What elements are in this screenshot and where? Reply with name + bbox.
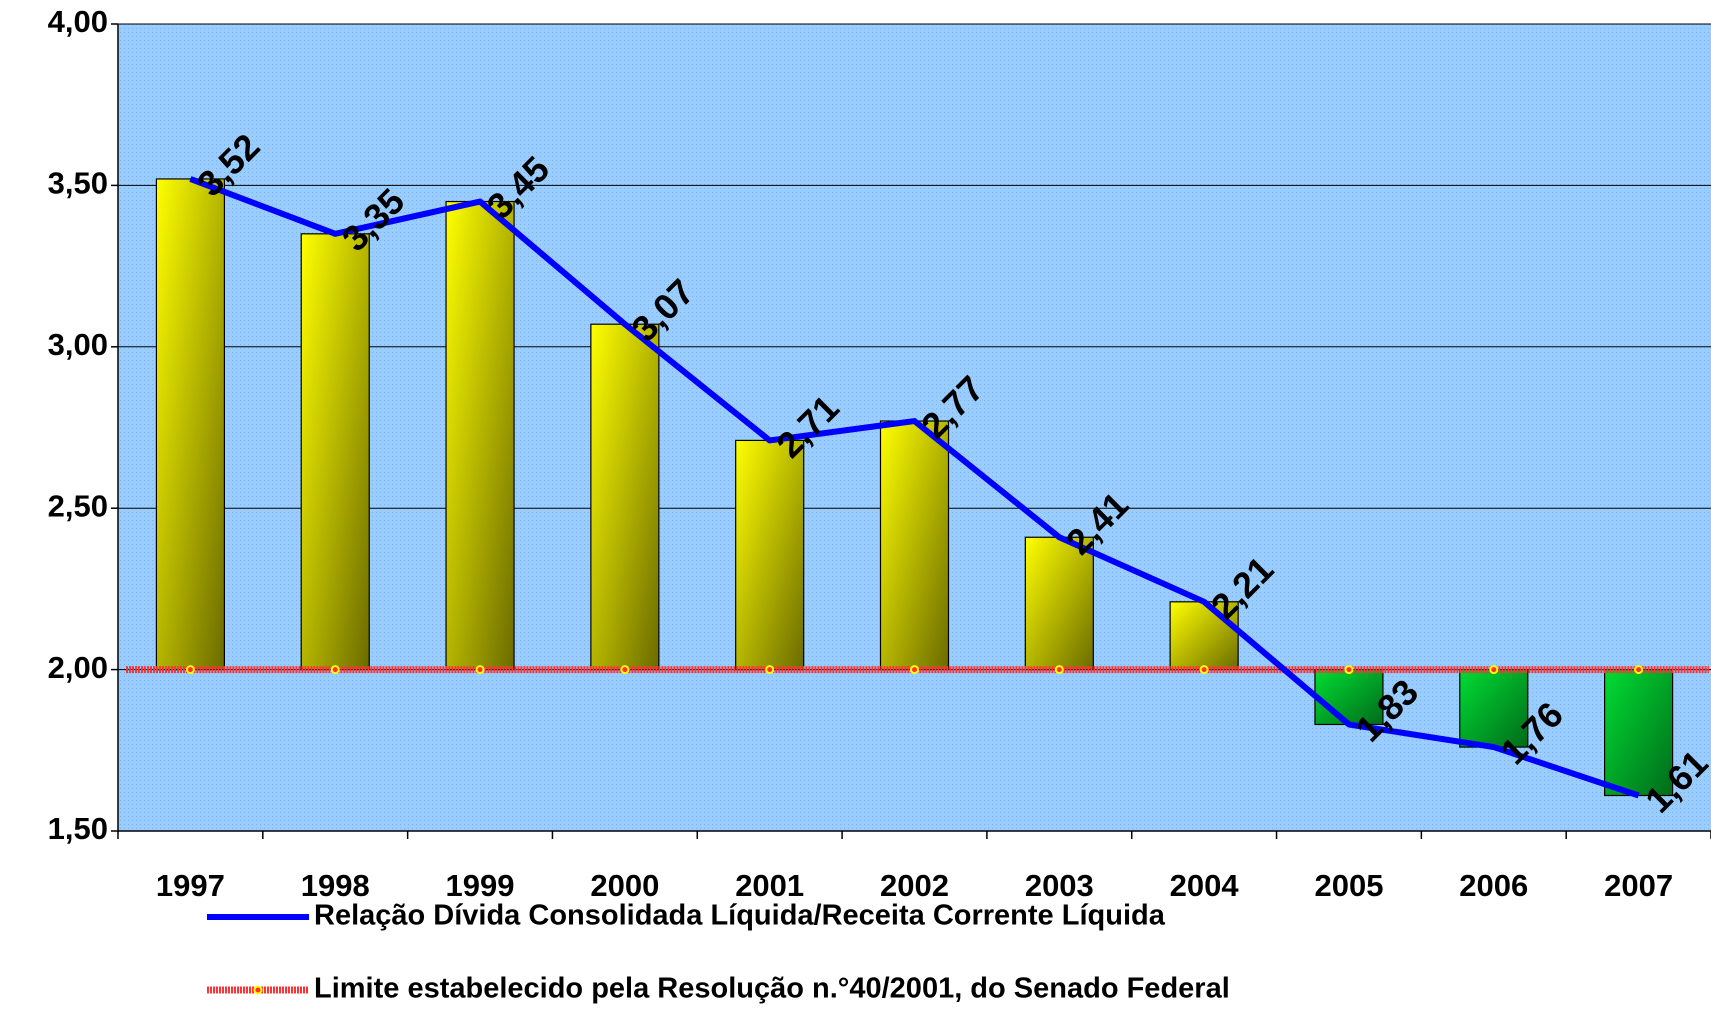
- legend-label: Limite estabelecido pela Resolução n.°40…: [314, 973, 1230, 1005]
- limit-marker: [765, 665, 775, 675]
- x-tick-label: 2007: [1604, 868, 1673, 903]
- y-tick-label: 3,00: [48, 327, 108, 362]
- y-tick-label: 1,50: [48, 811, 108, 846]
- limit-marker: [1054, 665, 1064, 675]
- bar: [735, 439, 805, 671]
- bar: [445, 200, 515, 671]
- y-tick-label: 2,50: [48, 488, 108, 523]
- limit-marker: [1199, 665, 1209, 675]
- y-tick-label: 2,00: [48, 650, 108, 685]
- x-tick-label: 2000: [590, 868, 659, 903]
- x-tick-label: 1999: [446, 868, 515, 903]
- x-tick-label: 2004: [1170, 868, 1240, 903]
- x-tick-label: 2005: [1314, 868, 1383, 903]
- bar: [879, 420, 950, 671]
- limit-marker: [1634, 665, 1644, 675]
- x-tick-label: 2003: [1025, 868, 1094, 903]
- limit-marker: [1489, 665, 1499, 675]
- bar: [1603, 668, 1674, 797]
- x-tick-label: 2001: [735, 868, 804, 903]
- x-tick-label: 2006: [1459, 868, 1528, 903]
- bar: [1024, 536, 1094, 671]
- limit-marker: [910, 665, 919, 675]
- limit-marker: [185, 665, 195, 675]
- bar: [155, 178, 226, 671]
- limit-marker: [475, 665, 485, 675]
- limit-marker: [1344, 665, 1354, 675]
- x-tick-label: 1998: [301, 868, 370, 903]
- limit-marker: [330, 665, 340, 675]
- y-tick-label: 3,50: [48, 166, 108, 201]
- x-tick-label: 1997: [156, 868, 225, 903]
- y-tick-label: 4,00: [48, 4, 108, 39]
- bar: [1169, 601, 1239, 671]
- legend-label: Relação Dívida Consolidada Líquida/Recei…: [314, 900, 1166, 932]
- bar: [300, 233, 370, 671]
- legend-marker: [253, 985, 263, 995]
- bar: [1459, 668, 1529, 748]
- bar: [590, 323, 660, 671]
- limit-marker: [620, 665, 630, 675]
- ratio-line: [189, 176, 1640, 799]
- x-tick-label: 2002: [880, 868, 949, 903]
